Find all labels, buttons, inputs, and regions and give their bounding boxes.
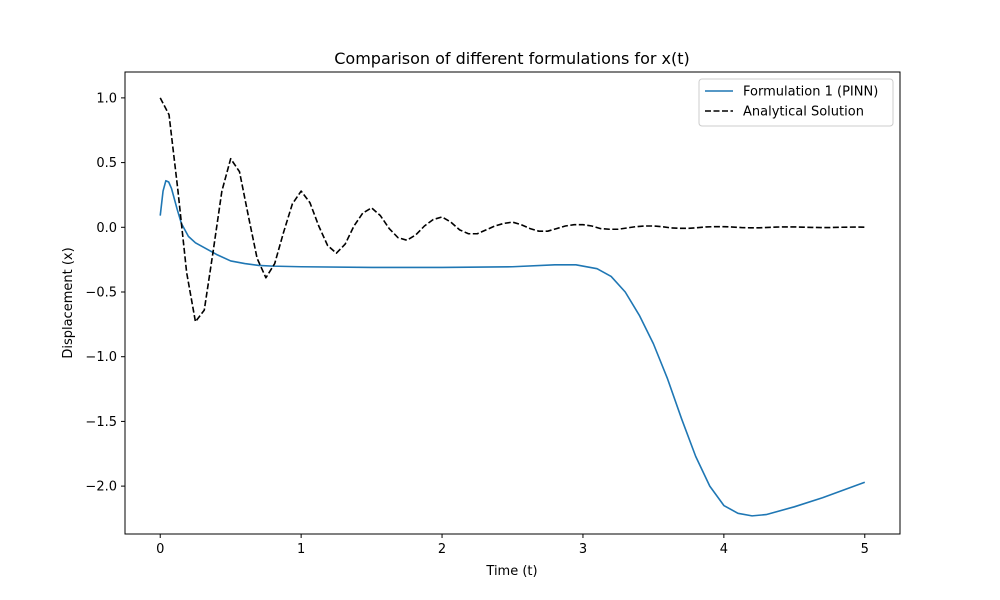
y-tick-label: −1.5 — [85, 415, 117, 430]
series-layer — [159, 97, 866, 517]
x-axis-label: Time (t) — [485, 564, 537, 579]
series-line-1 — [159, 97, 865, 323]
x-tick-label: 2 — [438, 542, 446, 557]
legend: Formulation 1 (PINN) Analytical Solution — [698, 78, 894, 127]
legend-label-1: Analytical Solution — [743, 105, 864, 120]
y-tick-label: 0.5 — [96, 156, 117, 171]
legend-label-0: Formulation 1 (PINN) — [743, 85, 878, 100]
chart-title: Comparison of different formulations for… — [334, 49, 690, 68]
x-tick-label: 4 — [720, 542, 728, 557]
axes-frame — [124, 71, 901, 535]
y-tick-label: 1.0 — [96, 91, 117, 106]
y-tick-label: −0.5 — [85, 286, 117, 301]
y-tick-label: −2.0 — [85, 480, 117, 495]
y-axis-ticks: 1.0 0.5 0.0 −0.5 −1.0 −1.5 −2.0 — [85, 91, 125, 495]
series-line-0 — [159, 179, 866, 517]
y-tick-label: −1.0 — [85, 350, 117, 365]
y-axis-label: Displacement (x) — [61, 247, 76, 358]
plot-area: 0 1 2 3 4 5 1.0 0.5 0.0 −0.5 −1.0 −1.5 −2.0 — [85, 71, 901, 557]
x-tick-label: 1 — [297, 542, 305, 557]
x-tick-label: 5 — [861, 542, 869, 557]
x-tick-label: 3 — [579, 542, 587, 557]
y-tick-label: 0.0 — [96, 221, 117, 236]
legend-box — [698, 78, 894, 127]
x-tick-label: 0 — [156, 542, 164, 557]
x-axis-ticks: 0 1 2 3 4 5 — [156, 534, 869, 557]
